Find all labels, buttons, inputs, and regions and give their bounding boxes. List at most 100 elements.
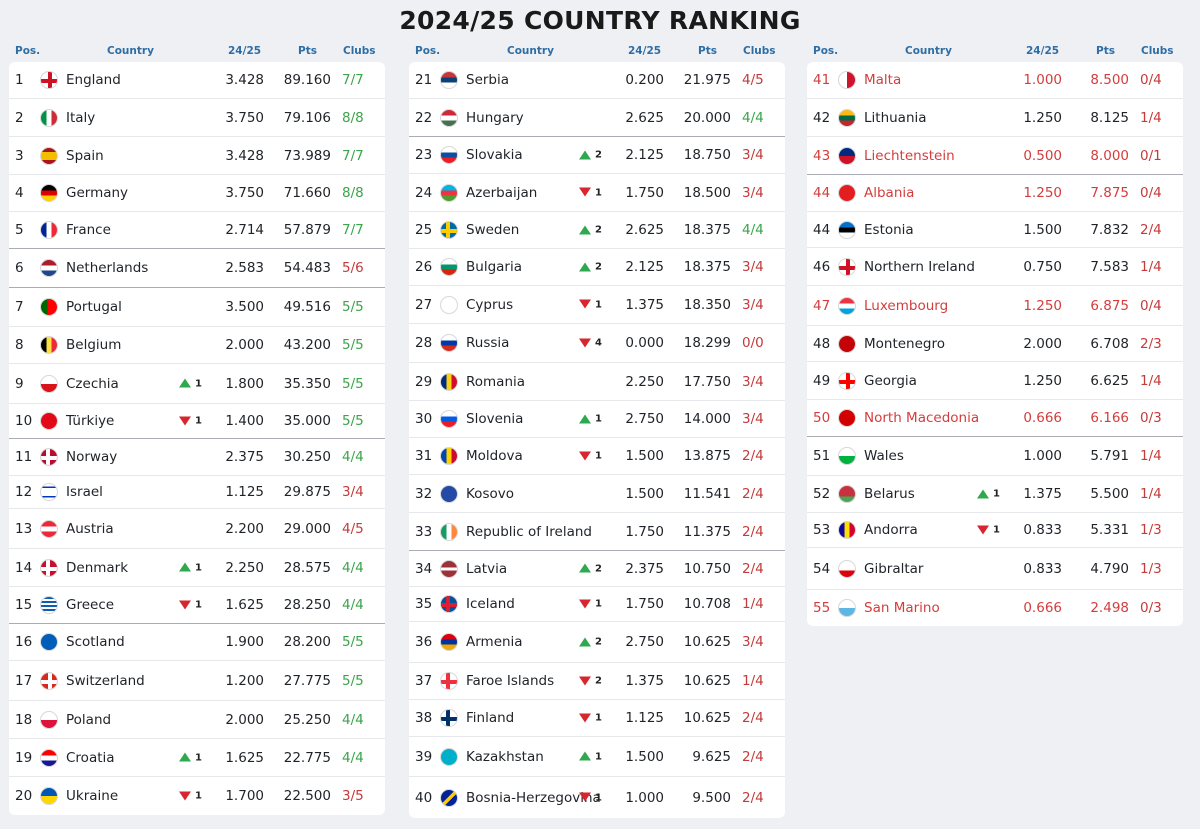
table-row: 2 Italy 3.750 79.106 8/8 — [9, 99, 385, 137]
clubs-remaining: 4/5 — [342, 520, 364, 537]
country-name: Northern Ireland — [864, 258, 975, 275]
arrow-down-icon — [179, 600, 191, 609]
table-row: 28 Russia 4 0.000 18.299 0/0 — [409, 324, 785, 363]
season-coefficient: 0.000 — [625, 335, 664, 351]
country-name: Romania — [466, 373, 526, 390]
season-coefficient: 3.428 — [225, 147, 264, 164]
rank-change: 4 — [579, 338, 607, 349]
rank-position: 44 — [813, 185, 831, 201]
table-row: 1 England 3.428 89.160 7/7 — [9, 62, 385, 99]
total-points: 29.000 — [283, 520, 331, 537]
table-row: 35 Iceland 1 1.750 10.708 1/4 — [409, 587, 785, 622]
rank-position: 42 — [813, 109, 831, 126]
rank-position: 16 — [15, 634, 33, 650]
total-points: 6.625 — [1090, 372, 1129, 389]
season-coefficient: 1.750 — [625, 596, 664, 612]
table-row: 24 Azerbaijan 1 1.750 18.500 3/4 — [409, 174, 785, 212]
total-points: 18.375 — [683, 259, 731, 275]
column-header: Pos. Country 24/25 Pts Clubs — [9, 40, 385, 62]
arrow-up-icon — [579, 150, 591, 159]
header-coef: 24/25 — [1026, 45, 1060, 57]
country-name: Latvia — [466, 560, 508, 577]
country-name: Finland — [466, 710, 515, 726]
clubs-remaining: 2/4 — [742, 560, 764, 577]
season-coefficient: 0.500 — [1023, 147, 1062, 164]
country-name: Belarus — [864, 486, 915, 502]
clubs-remaining: 2/3 — [1140, 335, 1162, 352]
total-points: 18.350 — [683, 296, 731, 313]
season-coefficient: 0.833 — [1023, 560, 1062, 577]
table-row: 26 Bulgaria 2 2.125 18.375 3/4 — [409, 249, 785, 286]
total-points: 17.750 — [683, 373, 731, 390]
country-name: Scotland — [66, 634, 125, 650]
country-name: Italy — [66, 109, 96, 126]
season-coefficient: 1.900 — [225, 634, 264, 650]
clubs-remaining: 4/4 — [342, 449, 364, 465]
country-name: Kazakhstan — [466, 748, 544, 765]
rank-position: 6 — [15, 260, 24, 276]
arrow-up-icon — [179, 378, 191, 388]
flag-northern-ireland-icon — [838, 257, 856, 276]
table-row: 41 Malta 1.000 8.500 0/4 — [807, 62, 1183, 99]
rank-change: 1 — [179, 752, 207, 763]
table-row: 39 Kazakhstan 1 1.500 9.625 2/4 — [409, 737, 785, 777]
flag-austria-icon — [40, 519, 58, 538]
season-coefficient: 1.000 — [1023, 72, 1062, 88]
total-points: 54.483 — [283, 260, 331, 276]
table-row: 33 Republic of Ireland 1.750 11.375 2/4 — [409, 513, 785, 551]
flag-cyprus-icon — [440, 295, 458, 314]
rank-position: 47 — [813, 297, 831, 314]
country-name: North Macedonia — [864, 410, 980, 426]
table-row: 20 Ukraine 1 1.700 22.500 3/5 — [9, 777, 385, 815]
table-row: 50 North Macedonia 0.666 6.166 0/3 — [807, 400, 1183, 437]
table-row: 9 Czechia 1 1.800 35.350 5/5 — [9, 364, 385, 404]
rank-position: 44 — [813, 221, 831, 238]
season-coefficient: 2.125 — [625, 147, 664, 163]
total-points: 35.350 — [283, 375, 331, 392]
total-points: 18.750 — [683, 147, 731, 163]
rank-position: 10 — [15, 413, 33, 429]
rank-position: 12 — [15, 484, 33, 500]
rank-change: 2 — [579, 637, 607, 648]
country-name: Norway — [66, 449, 118, 465]
clubs-remaining: 7/7 — [342, 147, 364, 164]
country-name: Hungary — [466, 109, 524, 126]
season-coefficient: 2.375 — [225, 449, 264, 465]
table-row: 22 Hungary 2.625 20.000 4/4 — [409, 99, 785, 137]
clubs-remaining: 3/4 — [742, 411, 764, 427]
season-coefficient: 1.000 — [1023, 448, 1062, 464]
table-row: 13 Austria 2.200 29.000 4/5 — [9, 509, 385, 549]
country-name: Faroe Islands — [466, 673, 555, 689]
country-name: Spain — [66, 147, 104, 164]
total-points: 5.331 — [1090, 522, 1129, 538]
clubs-remaining: 3/4 — [742, 373, 764, 390]
season-coefficient: 3.500 — [225, 299, 264, 315]
rank-position: 39 — [415, 748, 433, 765]
flag-turkiye-icon — [40, 412, 58, 430]
rank-position: 3 — [15, 147, 24, 164]
rank-position: 30 — [415, 411, 433, 427]
total-points: 27.775 — [283, 672, 331, 689]
rank-change: 1 — [179, 562, 207, 573]
rank-change-value: 4 — [595, 337, 602, 349]
rank-change: 2 — [579, 563, 607, 574]
table-row: 54 Gibraltar 0.833 4.790 1/3 — [807, 548, 1183, 590]
season-coefficient: 1.750 — [625, 184, 664, 201]
rank-position: 21 — [415, 72, 433, 88]
flag-armenia-icon — [440, 633, 458, 651]
rank-change: 1 — [579, 792, 607, 803]
rank-change-value: 1 — [595, 299, 602, 310]
season-coefficient: 0.750 — [1023, 258, 1062, 275]
clubs-remaining: 4/4 — [342, 711, 364, 728]
flag-denmark-icon — [40, 558, 58, 577]
total-points: 8.000 — [1090, 147, 1129, 164]
rank-change: 1 — [579, 751, 607, 762]
clubs-remaining: 3/4 — [742, 184, 764, 201]
country-name: Lithuania — [864, 109, 927, 126]
flag-estonia-icon — [838, 220, 856, 239]
table-row: 38 Finland 1 1.125 10.625 2/4 — [409, 700, 785, 737]
flag-portugal-icon — [40, 298, 58, 316]
clubs-remaining: 4/4 — [342, 597, 364, 613]
flag-romania-icon — [440, 372, 458, 391]
clubs-remaining: 7/7 — [342, 222, 364, 238]
